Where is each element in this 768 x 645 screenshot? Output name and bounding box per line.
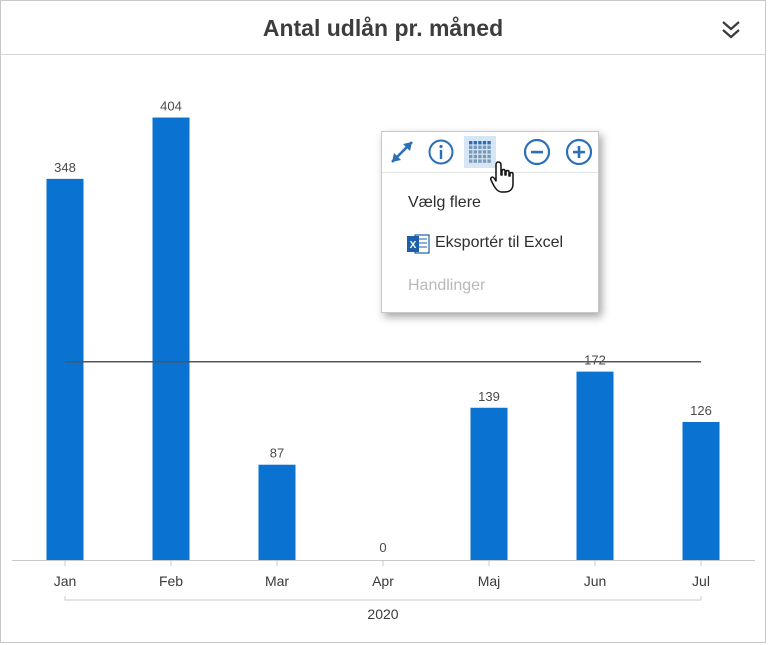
year-group-label: 2020 bbox=[367, 606, 398, 622]
zoom-out-icon[interactable] bbox=[521, 136, 553, 168]
data-label-feb: 404 bbox=[160, 99, 182, 114]
grid-icon[interactable] bbox=[464, 136, 496, 168]
bar-jan[interactable] bbox=[46, 178, 84, 560]
data-label-jan: 348 bbox=[54, 160, 76, 175]
tick-label-maj: Maj bbox=[478, 573, 501, 589]
tick-label-jun: Jun bbox=[584, 573, 607, 589]
excel-icon: X bbox=[407, 234, 430, 254]
svg-text:X: X bbox=[410, 240, 417, 251]
panel-title: Antal udlån pr. måned bbox=[262, 15, 504, 41]
bar-feb[interactable] bbox=[152, 117, 190, 561]
export-excel-item[interactable]: Eksportér til Excel bbox=[435, 234, 564, 251]
expand-icon[interactable] bbox=[386, 136, 418, 168]
data-label-jun: 172 bbox=[584, 353, 606, 368]
data-label-jul: 126 bbox=[690, 403, 712, 418]
select-more-item[interactable]: Vælg flere bbox=[408, 194, 481, 211]
actions-item: Handlinger bbox=[408, 277, 486, 294]
data-label-apr: 0 bbox=[379, 540, 386, 555]
popup-toolbar bbox=[382, 132, 598, 173]
info-icon[interactable] bbox=[425, 136, 457, 168]
panel-header: Antal udlån pr. måned bbox=[1, 1, 765, 55]
tick-label-mar: Mar bbox=[265, 573, 289, 589]
bar-jun[interactable] bbox=[576, 371, 614, 560]
bar-jul[interactable] bbox=[682, 422, 720, 560]
bar-maj[interactable] bbox=[470, 407, 508, 560]
year-group-bracket bbox=[64, 596, 702, 601]
bar-mar[interactable] bbox=[258, 464, 296, 560]
chart-context-menu: Vælg flere X Eksportér til Excel Handlin… bbox=[381, 131, 599, 313]
double-chevron-down-icon[interactable] bbox=[719, 17, 743, 43]
tick-label-apr: Apr bbox=[372, 573, 394, 589]
tick-label-feb: Feb bbox=[159, 573, 183, 589]
zoom-in-icon[interactable] bbox=[563, 136, 595, 168]
tick-label-jul: Jul bbox=[692, 573, 710, 589]
data-label-maj: 139 bbox=[478, 389, 500, 404]
tick-label-jan: Jan bbox=[54, 573, 77, 589]
data-label-mar: 87 bbox=[270, 446, 284, 461]
